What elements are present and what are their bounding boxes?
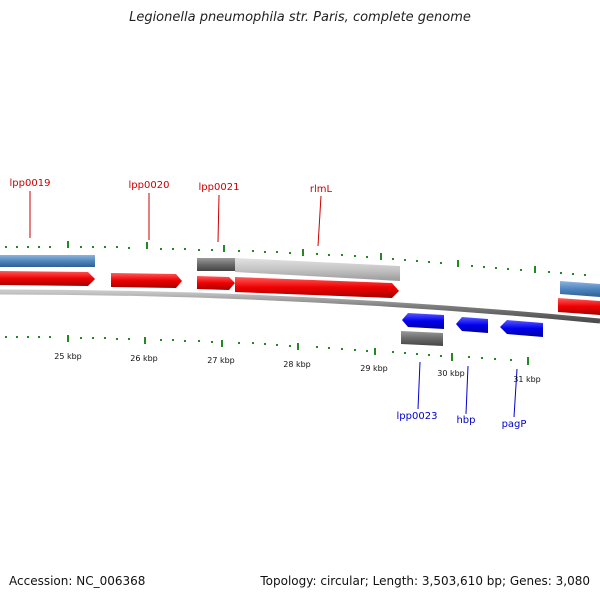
tick-label-30kbp: 30 kbp [437,369,465,378]
gene-label-lpp0019[interactable]: lpp0019 [10,178,51,189]
tick-label-27kbp: 27 kbp [207,356,235,365]
cds-arrow-rlmL[interactable] [235,277,399,298]
reverse-cds-track [401,313,543,346]
forward-cds-track [0,271,600,315]
tick-label-25kbp: 25 kbp [54,352,82,361]
cds-arrow-hbp[interactable] [456,317,488,333]
upper-tick-track [5,241,586,276]
cds-arrow-lpp0020[interactable] [111,273,182,288]
tick-label-26kbp: 26 kbp [130,354,158,363]
gene-bars-track [0,255,600,297]
genome-title: Legionella pneumophila str. Paris, compl… [129,10,471,25]
label-leader-lines [29,191,518,418]
gene-label-lpp0021[interactable]: lpp0021 [199,182,240,193]
gene-label-rlmL[interactable]: rlmL [310,184,333,195]
cds-arrow-lpp0021[interactable] [197,276,235,290]
lower-tick-track [5,335,529,365]
accession-text: Accession: NC_006368 [9,574,146,588]
gene-label-lpp0023[interactable]: lpp0023 [397,411,438,422]
tick-label-31kbp: 31 kbp [513,375,541,384]
cds-arrow-lpp0019[interactable] [0,271,95,286]
gene-bar-right-edge[interactable] [560,281,600,297]
tick-label-29kbp: 29 kbp [360,364,388,373]
gene-bar-lpp0019[interactable] [0,255,95,267]
gene-label-lpp0020[interactable]: lpp0020 [129,180,170,191]
genome-summary-text: Topology: circular; Length: 3,503,610 bp… [260,574,590,588]
cds-arrow-pagP[interactable] [500,320,543,337]
gene-bar-rlmL[interactable] [235,258,400,281]
cds-arrow-right-edge[interactable] [558,298,600,315]
gene-labels: lpp0019 lpp0020 lpp0021 rlmL lpp0023 hbp… [10,178,527,430]
genome-backbone [0,289,600,324]
gene-bar-lpp0023[interactable] [401,331,443,346]
gene-label-pagP[interactable]: pagP [502,419,527,430]
ruler-tick-labels: 25 kbp 26 kbp 27 kbp 28 kbp 29 kbp 30 kb… [54,352,541,384]
gene-bar-lpp0021[interactable] [197,258,235,271]
tick-label-28kbp: 28 kbp [283,360,311,369]
gene-label-hbp[interactable]: hbp [456,415,475,426]
cds-arrow-lpp0023[interactable] [402,313,444,329]
